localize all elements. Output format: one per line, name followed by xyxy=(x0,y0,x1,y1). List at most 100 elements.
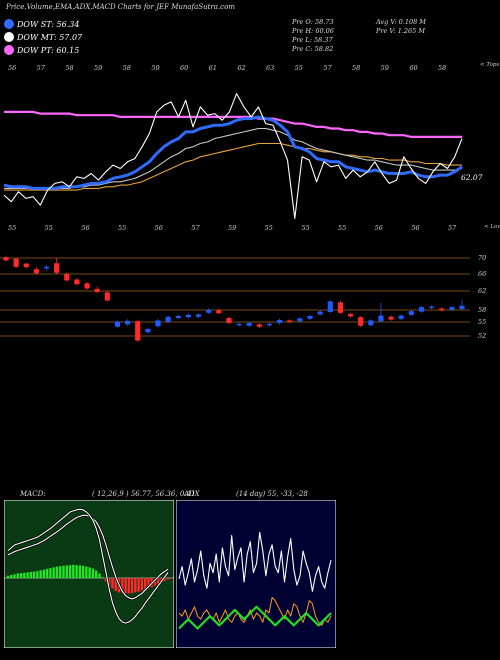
price-ema-chart: 56 57 58 59 58 59 60 61 62 63 55 57 58 59 60 58 < Tops 55… xyxy=(3,62,500,232)
lows-label: < Lows xyxy=(484,224,500,230)
last-value-label: 62.07 xyxy=(461,173,483,182)
bottom-tick-label: 55 xyxy=(118,224,126,232)
price-level-label: 52 xyxy=(478,332,486,340)
macd-histogram-bar xyxy=(36,571,39,578)
price-level-label: 62 xyxy=(478,287,486,295)
candle-body xyxy=(155,320,161,327)
bottom-tick-label: 55 xyxy=(8,224,16,232)
bottom-tick-label: 59 xyxy=(228,224,236,232)
macd-histogram-bar xyxy=(42,569,46,578)
ema-series-line xyxy=(4,127,463,189)
candle-body xyxy=(175,316,181,318)
macd-histogram-bar xyxy=(166,578,170,580)
macd-histogram-bar xyxy=(134,578,137,593)
candle-body xyxy=(439,308,445,311)
bottom-tick-label: 56 xyxy=(81,224,89,232)
top-tick-label: 59 xyxy=(94,64,102,72)
candle-body xyxy=(398,315,404,319)
macd-histogram-bar xyxy=(32,571,36,578)
candle-body xyxy=(43,266,50,269)
macd-histogram-bar xyxy=(72,564,75,578)
macd-histogram-bar xyxy=(68,565,72,578)
top-tick-label: 60 xyxy=(180,64,188,72)
top-tick-label: 63 xyxy=(266,64,274,72)
dow-pt-legend: DOW PT: 60.15 xyxy=(4,45,79,55)
candle-body xyxy=(165,316,171,322)
candle-body xyxy=(368,320,374,326)
macd-histogram-bar xyxy=(98,573,101,578)
macd-histogram-bar xyxy=(91,568,95,578)
pre-volume: Pre V: 1.265 M xyxy=(376,27,426,35)
candlestick-chart: 70 66 62 58 55 52 xyxy=(0,254,486,343)
candle-body xyxy=(135,321,141,341)
macd-histogram-bar xyxy=(45,568,49,578)
candle-body xyxy=(418,307,425,312)
macd-histogram-bar xyxy=(10,574,13,578)
macd-histogram-bar xyxy=(124,578,127,594)
macd-params: ( 12,26,9 ) 56.77, 56.36, 0.41 xyxy=(92,490,196,498)
top-tick-label: 61 xyxy=(209,64,217,72)
top-tick-label: 58 xyxy=(438,64,446,72)
ema-series-line xyxy=(3,115,463,190)
macd-histogram-bar xyxy=(78,565,82,578)
bottom-tick-label: 56 xyxy=(411,224,419,232)
top-tick-label: 59 xyxy=(151,64,159,72)
macd-histogram-bar xyxy=(104,578,108,582)
candle-body xyxy=(408,311,414,315)
top-tick-label: 57 xyxy=(37,64,46,72)
macd-histogram-bar xyxy=(157,578,160,585)
candle-body xyxy=(94,288,100,292)
macd-histogram-bar xyxy=(52,567,55,578)
macd-histogram-bar xyxy=(127,578,131,594)
macd-histogram-bar xyxy=(137,578,140,592)
macd-chart xyxy=(4,500,174,648)
candle-body xyxy=(449,307,455,310)
candle-body xyxy=(114,321,121,327)
pre-close: Pre C: 58.82 xyxy=(292,45,334,53)
candle-body xyxy=(327,301,333,312)
macd-histogram-bar xyxy=(59,566,62,578)
adx-series-line xyxy=(178,531,332,592)
macd-histogram-bar xyxy=(163,578,166,582)
candle-body xyxy=(3,257,9,261)
macd-histogram-bar xyxy=(94,570,98,578)
macd-histogram-bar xyxy=(121,578,124,594)
adx-chart xyxy=(176,500,336,648)
candle-body xyxy=(74,279,80,285)
macd-histogram-bar xyxy=(143,578,147,590)
macd-histogram-bar xyxy=(65,565,68,578)
macd-histogram-bar xyxy=(140,578,144,591)
macd-histogram-bar xyxy=(16,573,19,578)
macd-signal-line xyxy=(7,514,169,600)
macd-histogram-bar xyxy=(49,568,52,578)
macd-histogram-bar xyxy=(114,578,117,591)
candle-body xyxy=(317,311,323,315)
candle-body xyxy=(277,320,283,323)
ema-series-line xyxy=(4,142,462,191)
macd-histogram-bar xyxy=(13,574,16,578)
dow-mt-swatch xyxy=(4,32,14,42)
macd-histogram-bar xyxy=(108,578,111,586)
candle-body xyxy=(347,314,354,317)
candle-body xyxy=(236,323,242,326)
price-level-label: 70 xyxy=(478,254,486,262)
candle-body xyxy=(13,258,19,267)
candle-body xyxy=(266,323,273,326)
price-level-label: 58 xyxy=(478,306,486,314)
candle-body xyxy=(185,314,191,318)
pre-open: Pre O: 58.73 xyxy=(292,18,334,26)
candle-body xyxy=(64,274,70,281)
candle-body xyxy=(125,320,131,325)
dow-pt-swatch xyxy=(4,45,14,55)
top-tick-label: 57 xyxy=(323,64,332,72)
bottom-tick-label: 57 xyxy=(448,224,457,232)
macd-histogram-bar xyxy=(147,578,150,589)
bottom-tick-label: 56 xyxy=(375,224,383,232)
bottom-tick-label: 55 xyxy=(301,224,309,232)
macd-histogram-bar xyxy=(85,566,88,578)
macd-label: MACD: xyxy=(20,490,46,498)
candle-body xyxy=(459,305,465,310)
candle-body xyxy=(104,292,110,301)
top-tick-label: 56 xyxy=(8,64,16,72)
top-tick-label: 58 xyxy=(123,64,131,72)
